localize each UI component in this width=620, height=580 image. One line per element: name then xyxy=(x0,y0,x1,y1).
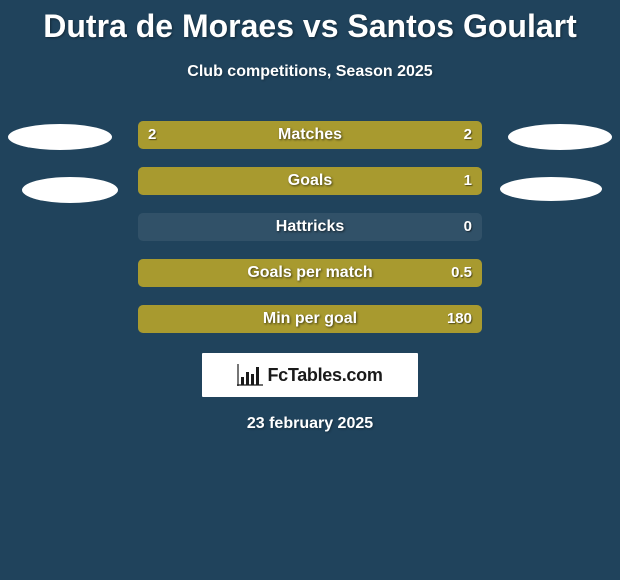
subtitle: Club competitions, Season 2025 xyxy=(0,63,620,81)
decorative-ellipse xyxy=(22,177,118,203)
decorative-ellipse xyxy=(8,124,112,150)
decorative-ellipse xyxy=(508,124,612,150)
right-value: 0.5 xyxy=(451,259,472,287)
right-value: 180 xyxy=(447,305,472,333)
right-value: 2 xyxy=(464,121,472,149)
right-value: 0 xyxy=(464,213,472,241)
metric-label: Hattricks xyxy=(276,213,344,241)
metric-label: Goals per match xyxy=(247,259,372,287)
metric-row: Hattricks 0 xyxy=(0,213,620,241)
logo-text: FcTables.com xyxy=(267,365,382,386)
metric-label: Goals xyxy=(288,167,332,195)
comparison-chart: 2 Matches 2 Goals 1 Hattricks 0 Go xyxy=(0,121,620,333)
right-value: 1 xyxy=(464,167,472,195)
metric-row: Goals per match 0.5 xyxy=(0,259,620,287)
metric-label: Min per goal xyxy=(263,305,357,333)
decorative-ellipse xyxy=(500,177,602,201)
metric-row: Min per goal 180 xyxy=(0,305,620,333)
fctables-logo[interactable]: FcTables.com xyxy=(202,353,418,397)
metric-label: Matches xyxy=(278,121,342,149)
bar-chart-icon xyxy=(237,364,263,386)
page-title: Dutra de Moraes vs Santos Goulart xyxy=(0,0,620,45)
left-value: 2 xyxy=(148,121,156,149)
date-text: 23 february 2025 xyxy=(0,415,620,433)
